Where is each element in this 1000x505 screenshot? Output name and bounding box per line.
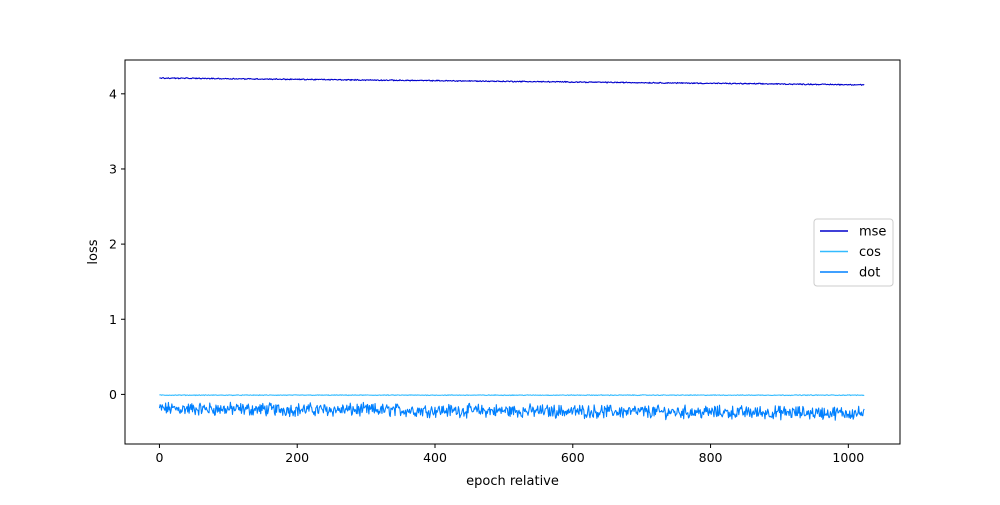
y-tick-label: 1 [109,312,117,327]
plot-area [124,59,901,445]
y-axis: 0 1 2 3 4 [109,86,125,402]
series-line-dot [158,401,865,421]
x-tick-label: 1000 [832,450,864,465]
y-tick-label: 3 [109,161,117,176]
series-line-cos [159,394,865,397]
y-tick-label: 2 [109,237,117,252]
legend: mse cos dot [813,218,894,287]
x-axis: 0 200 400 600 800 1000 [155,444,864,465]
y-tick-label: 0 [109,387,117,402]
y-axis-label: loss [86,239,101,264]
series-layer [158,77,865,421]
legend-box [813,218,894,287]
x-tick-label: 0 [155,450,163,465]
y-tick-label: 4 [109,86,117,101]
legend-label-dot: dot [859,266,880,281]
x-tick-label: 400 [423,450,447,465]
x-tick-label: 200 [285,450,309,465]
legend-label-mse: mse [859,225,886,240]
x-tick-label: 600 [561,450,585,465]
x-tick-label: 800 [699,450,723,465]
x-axis-label: epoch relative [466,474,559,489]
legend-label-cos: cos [859,245,881,260]
series-line-mse [159,77,865,86]
